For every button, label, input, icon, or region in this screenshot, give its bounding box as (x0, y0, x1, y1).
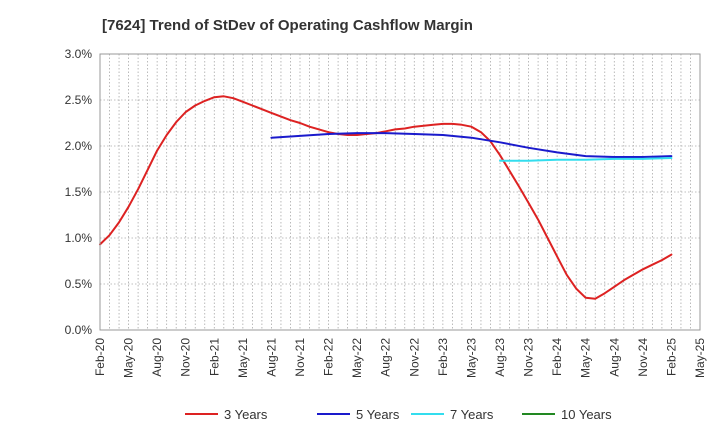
x-tick-label: Feb-23 (436, 338, 450, 376)
chart-title: [7624] Trend of StDev of Operating Cashf… (102, 17, 473, 34)
x-tick-label: Nov-21 (293, 338, 307, 377)
x-tick-label: Feb-21 (207, 338, 221, 376)
grid (100, 54, 700, 330)
y-tick-label: 0.0% (65, 323, 93, 337)
y-tick-label: 3.0% (65, 47, 93, 61)
x-tick-label: May-23 (464, 338, 478, 378)
x-tick-label: May-20 (122, 338, 136, 378)
x-tick-label: Aug-23 (493, 338, 507, 377)
series-line (99, 95, 673, 300)
y-axis: 0.0% 0.5% 1.0% 1.5% 2.0% 2.5% 3.0% (65, 47, 93, 337)
x-tick-label: Feb-25 (664, 338, 678, 376)
x-tick-label: Feb-22 (322, 338, 336, 376)
x-tick-label: Aug-21 (264, 338, 278, 377)
y-tick-label: 2.5% (65, 93, 93, 107)
y-tick-label: 2.0% (65, 139, 93, 153)
x-tick-label: May-22 (350, 338, 364, 378)
legend-label: 7 Years (450, 407, 494, 422)
x-tick-label: Aug-20 (150, 338, 164, 377)
plot-border (99, 53, 701, 331)
x-tick-label: Feb-24 (550, 338, 564, 376)
x-tick-label: May-24 (579, 338, 593, 378)
x-tick-label: Aug-22 (379, 338, 393, 377)
x-tick-label: May-25 (693, 338, 707, 378)
y-tick-label: 1.5% (65, 185, 93, 199)
series-line (270, 132, 673, 158)
legend: 3 Years 5 Years 7 Years 10 Years (185, 407, 612, 422)
x-tick-label: Nov-22 (407, 338, 421, 377)
series-line (499, 157, 673, 162)
x-tick-label: Nov-20 (179, 338, 193, 377)
legend-label: 10 Years (561, 407, 612, 422)
x-tick-label: Nov-23 (522, 338, 536, 377)
x-tick-label: Aug-24 (607, 338, 621, 377)
legend-label: 3 Years (224, 407, 268, 422)
y-tick-label: 1.0% (65, 231, 93, 245)
x-tick-label: Feb-20 (93, 338, 107, 376)
x-axis: Feb-20 May-20 Aug-20 Nov-20 Feb-21 May-21 Aug-… (93, 338, 707, 378)
legend-label: 5 Years (356, 407, 400, 422)
y-tick-label: 0.5% (65, 277, 93, 291)
series-lines (99, 95, 673, 300)
x-tick-label: Nov-24 (636, 338, 650, 377)
x-tick-label: May-21 (236, 338, 250, 378)
